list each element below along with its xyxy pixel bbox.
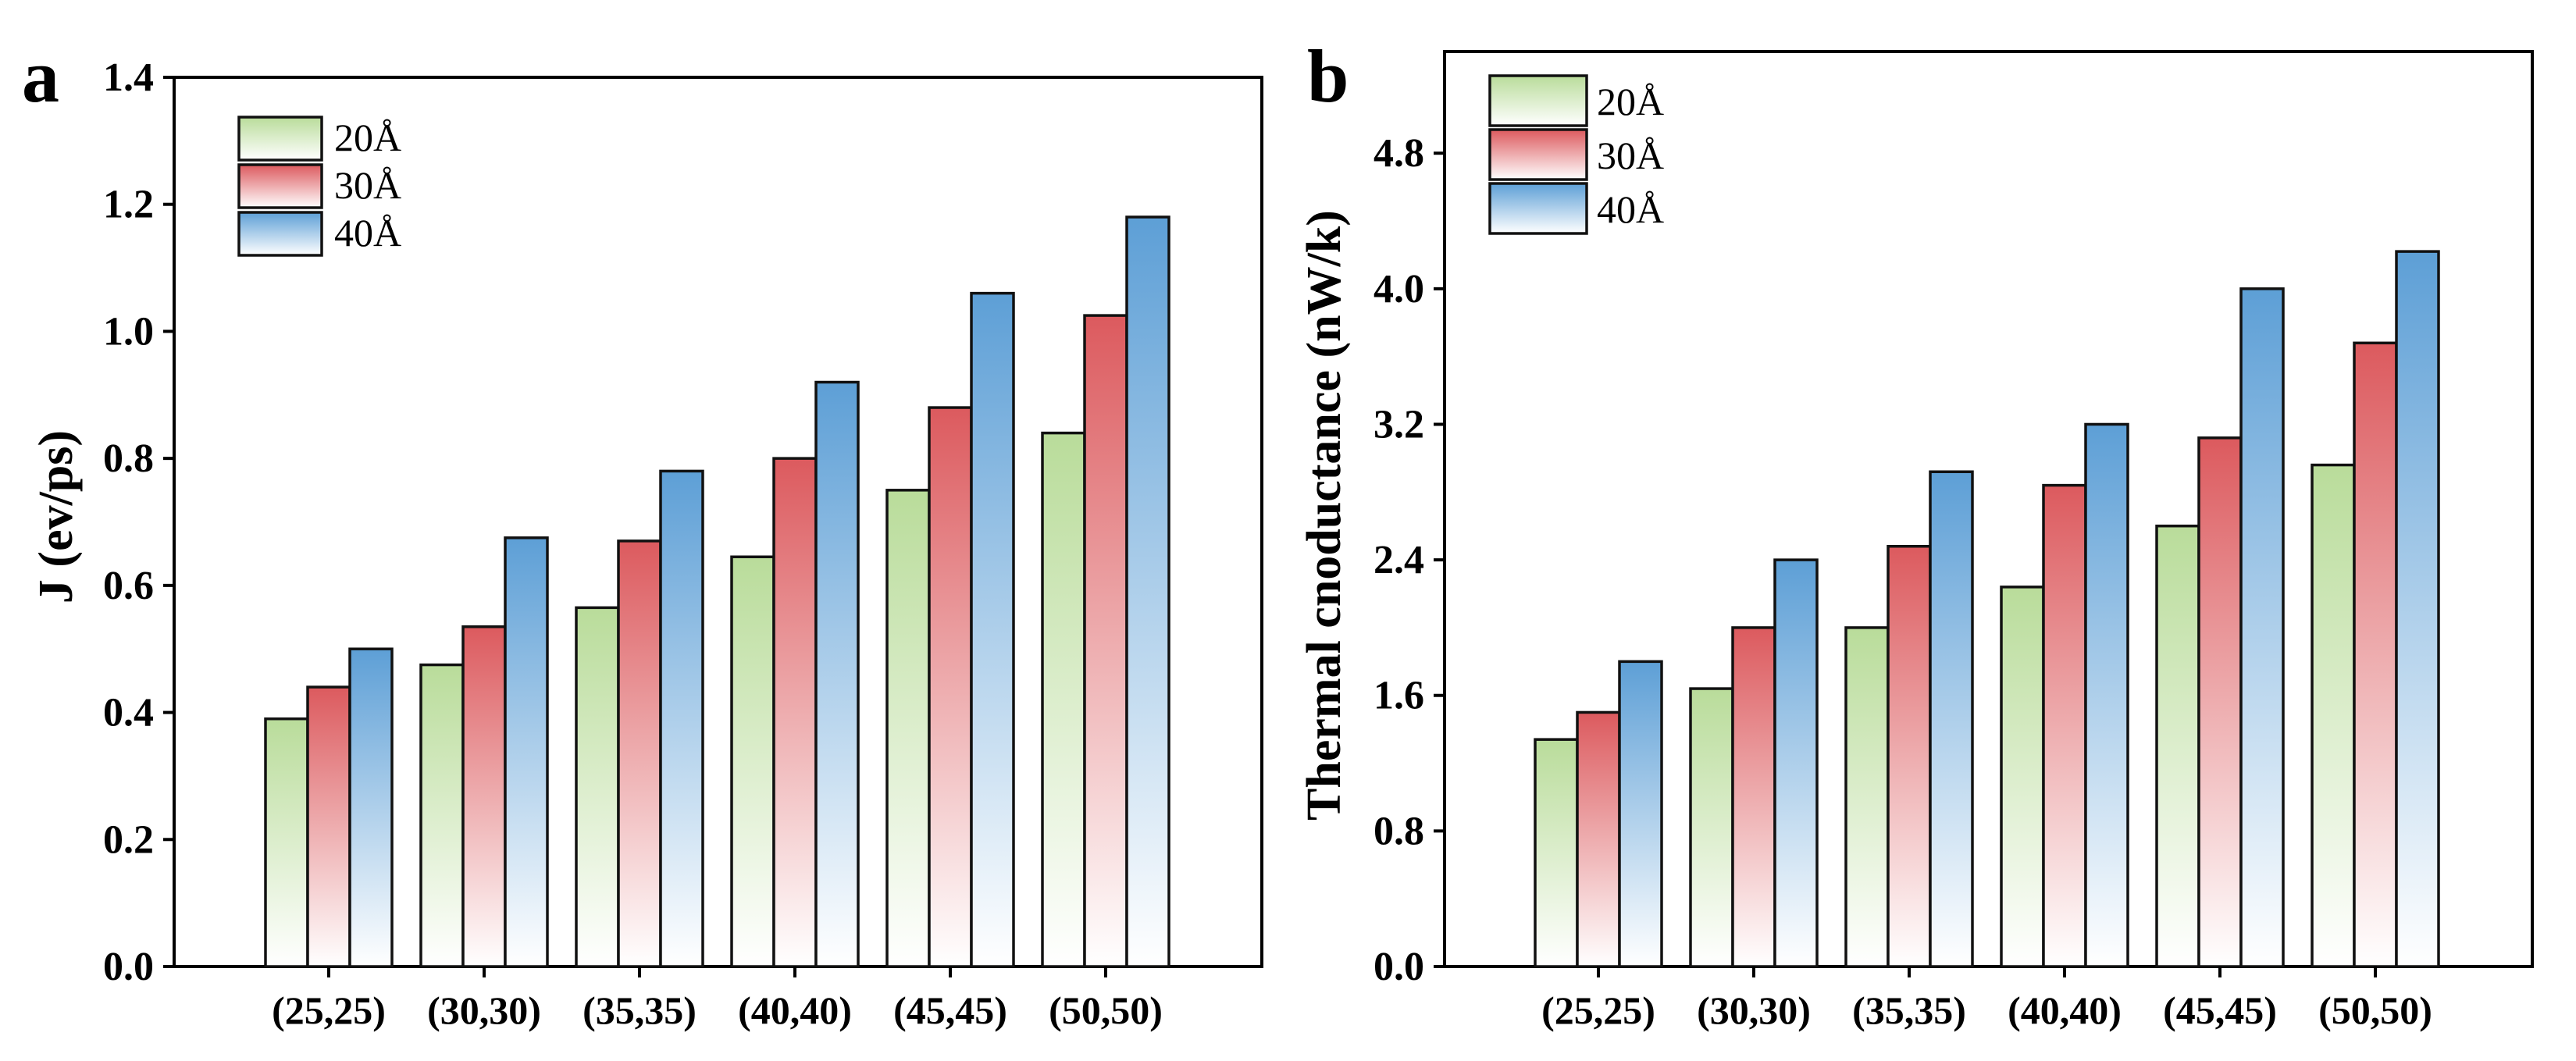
- y-axis-title: Thermal cnoductance (nW/k): [1298, 210, 1351, 821]
- bar-40-3: [814, 380, 860, 968]
- bar-20-4: [885, 489, 931, 968]
- y-tick-label: 0.2: [103, 817, 154, 862]
- bar-30-5: [1083, 314, 1128, 968]
- bar-20-0: [1534, 738, 1579, 968]
- x-tick-label: (35,35): [583, 988, 697, 1032]
- y-tick-label: 1.0: [103, 309, 154, 354]
- bar-40-2: [1929, 470, 1974, 968]
- x-tick-label: (45,45): [893, 988, 1007, 1032]
- legend-swatch: [237, 211, 323, 257]
- panel-letter-b: b: [1307, 34, 1349, 118]
- plot-frame: [173, 76, 1263, 968]
- bar-20-2: [1844, 626, 1890, 968]
- x-tick-label: (50,50): [1049, 988, 1163, 1032]
- bar-30-0: [1576, 710, 1621, 968]
- y-tick-label: 0.0: [1374, 945, 1424, 989]
- y-tick-label: 0.4: [103, 691, 154, 735]
- bar-20-4: [2155, 524, 2200, 968]
- bar-30-0: [306, 685, 351, 968]
- legend-label: 40Å: [1597, 187, 1664, 231]
- bar-20-3: [730, 555, 775, 968]
- x-tick-label: (30,30): [427, 988, 541, 1032]
- y-tick-label: 0.0: [103, 945, 154, 989]
- plot-frame: [1443, 50, 2534, 968]
- x-tick-label: (30,30): [1697, 988, 1811, 1032]
- y-tick-label: 1.2: [103, 183, 154, 227]
- legend-swatch: [237, 163, 323, 209]
- bar-20-0: [264, 717, 309, 968]
- legend-label: 30Å: [1597, 134, 1664, 177]
- bar-20-2: [575, 606, 620, 968]
- x-tick-label: (40,40): [2008, 988, 2122, 1032]
- chart-panel-b: b Thermal cnoductance (nW/k) 0.0 0.8 1.6 2.…: [1298, 34, 2534, 1032]
- bar-30-2: [1887, 544, 1932, 968]
- bar-40-2: [659, 469, 704, 968]
- bar-20-5: [1041, 431, 1086, 968]
- legend: 20Å 30Å 40Å: [1488, 74, 1664, 235]
- bar-20-3: [2000, 586, 2045, 968]
- legend-swatch: [1488, 74, 1588, 127]
- bar-40-4: [970, 291, 1015, 968]
- bar-20-1: [1689, 687, 1734, 968]
- legend-swatch: [1488, 182, 1588, 235]
- y-tick-label: 0.8: [1374, 809, 1424, 853]
- bar-30-5: [2353, 341, 2398, 968]
- bar-30-4: [2197, 436, 2243, 968]
- bar-20-5: [2311, 463, 2356, 968]
- y-tick-label: 0.8: [103, 436, 154, 481]
- bar-40-0: [348, 647, 394, 968]
- bar-40-5: [1125, 215, 1170, 968]
- legend-label: 30Å: [334, 163, 401, 207]
- bar-40-1: [504, 536, 549, 968]
- y-axis-title: J (ev/ps): [30, 430, 83, 603]
- x-tick-label: (50,50): [2318, 988, 2432, 1032]
- bar-20-1: [419, 663, 465, 968]
- x-tick-label: (35,35): [1852, 988, 1966, 1032]
- bar-30-3: [772, 457, 818, 968]
- y-tick-label: 4.0: [1374, 267, 1424, 312]
- x-tick-label: (25,25): [272, 988, 386, 1032]
- bar-40-3: [2084, 422, 2129, 968]
- y-tick-label: 0.6: [103, 564, 154, 608]
- bar-30-1: [461, 625, 507, 968]
- bar-40-4: [2239, 287, 2285, 968]
- bar-40-5: [2395, 250, 2440, 968]
- y-tick-label: 1.4: [103, 55, 154, 100]
- y-tick-label: 2.4: [1374, 538, 1424, 582]
- bar-30-4: [928, 406, 973, 968]
- x-tick-label: (45,45): [2163, 988, 2277, 1032]
- panel-letter-a: a: [22, 34, 59, 118]
- bar-40-1: [1773, 558, 1819, 968]
- bar-40-0: [1618, 660, 1663, 968]
- x-tick-label: (40,40): [738, 988, 852, 1032]
- legend-swatch: [1488, 128, 1588, 181]
- y-tick-label: 1.6: [1374, 674, 1424, 718]
- bar-30-1: [1731, 626, 1776, 968]
- bar-30-3: [2042, 483, 2087, 968]
- x-tick-label: (25,25): [1541, 988, 1655, 1032]
- legend-label: 40Å: [334, 211, 401, 255]
- y-tick-label: 3.2: [1374, 402, 1424, 447]
- legend-label: 20Å: [1597, 80, 1664, 123]
- legend-label: 20Å: [334, 116, 401, 159]
- bar-30-2: [617, 539, 662, 968]
- chart-panel-a: a J (ev/ps) 0.0 0.2 0.4 0.6 0.8 1.0 1.2 1.4 (25,…: [22, 34, 1263, 1032]
- y-tick-label: 4.8: [1374, 131, 1424, 176]
- legend-swatch: [237, 116, 323, 162]
